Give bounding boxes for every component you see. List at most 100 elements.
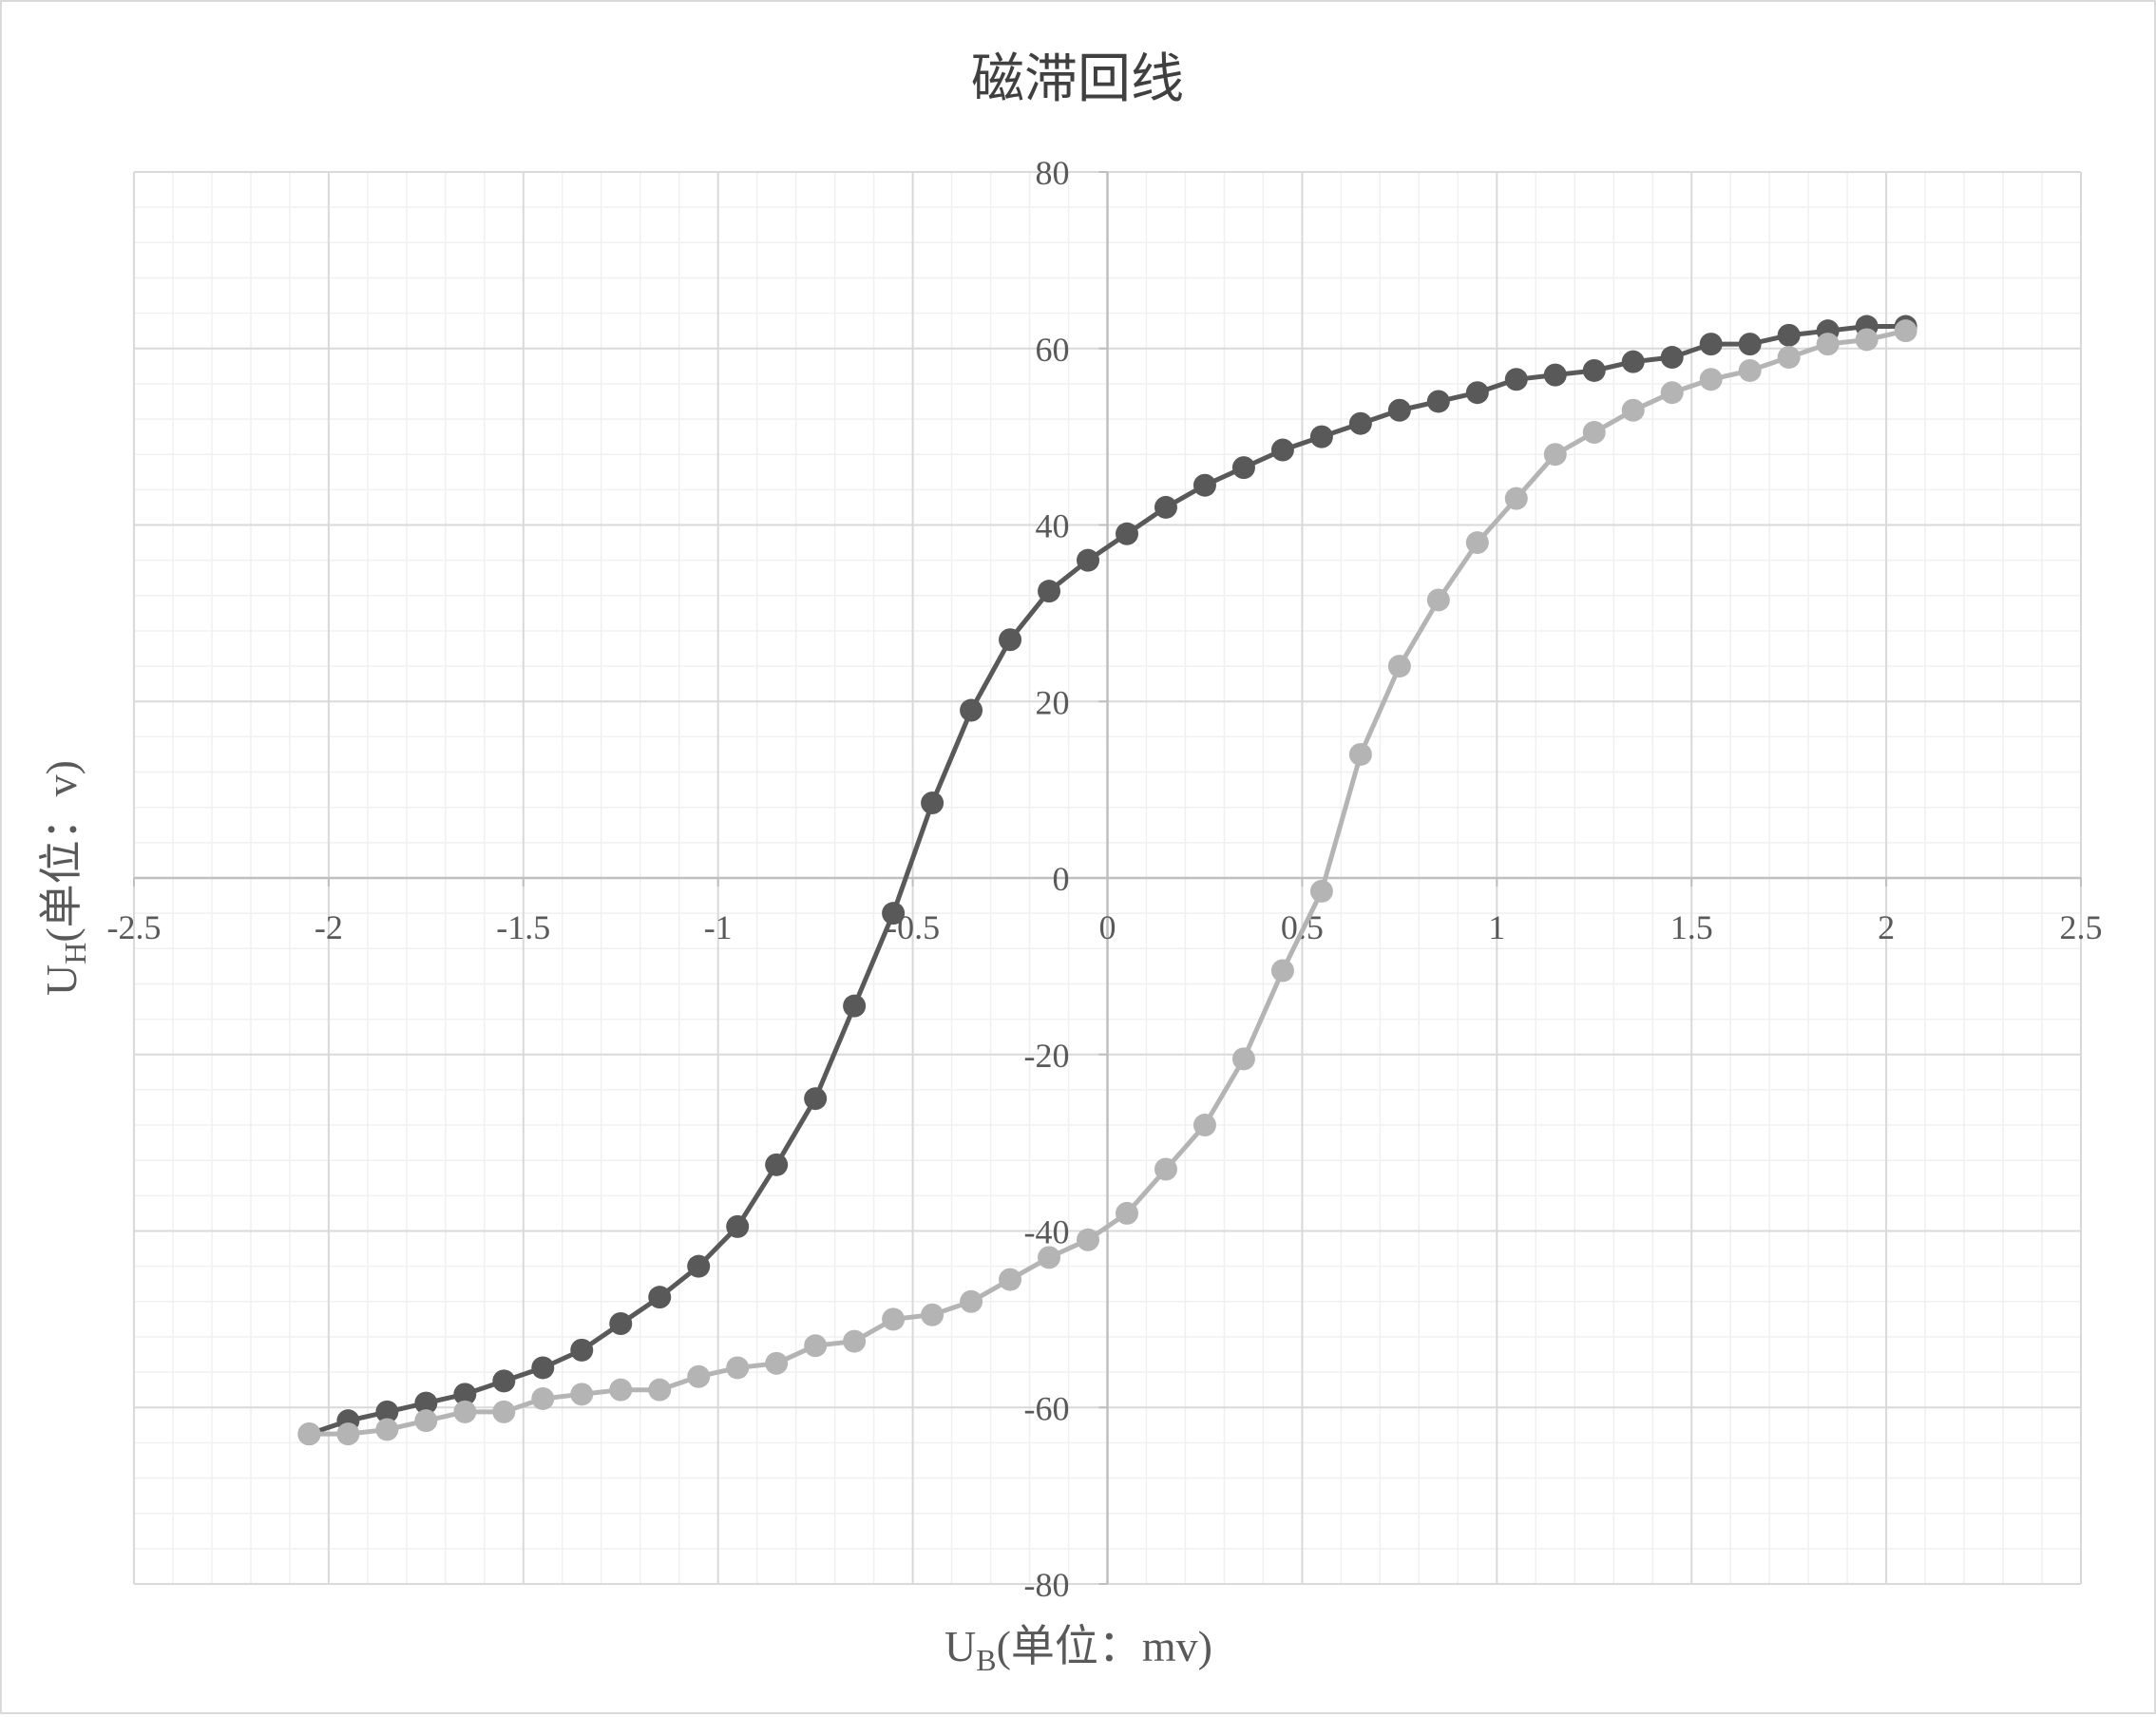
x-tick-label: 1.5	[1670, 908, 1713, 946]
series-2	[297, 319, 1918, 1446]
y-tick-label: 20	[1036, 683, 1070, 721]
data-point	[1660, 346, 1684, 370]
data-point	[1231, 456, 1255, 480]
data-point	[1504, 486, 1528, 510]
data-point	[1582, 420, 1606, 444]
data-point	[1426, 390, 1450, 413]
x-tick-label: -2.5	[107, 908, 162, 946]
data-point	[1115, 1201, 1138, 1225]
data-point	[1543, 443, 1567, 467]
data-point	[414, 1409, 438, 1433]
data-point	[1855, 328, 1879, 352]
data-point	[882, 902, 906, 925]
data-point	[1348, 742, 1372, 766]
data-point	[1038, 1246, 1061, 1269]
data-point	[804, 1087, 828, 1111]
axes	[133, 171, 2082, 1585]
data-point	[1154, 1157, 1177, 1181]
data-point	[1894, 319, 1918, 343]
data-point	[765, 1153, 789, 1176]
x-axis-title: UB(单位：mv)	[944, 1622, 1212, 1677]
data-point	[531, 1356, 555, 1380]
data-point	[1077, 1228, 1100, 1251]
data-point	[1387, 655, 1411, 678]
data-point	[687, 1254, 711, 1278]
data-point	[492, 1369, 516, 1393]
data-point	[453, 1383, 477, 1406]
data-point	[1231, 1047, 1255, 1071]
y-axis-title: UH(单位：v)	[37, 760, 92, 996]
series-layer	[297, 315, 1918, 1446]
x-tick-label: -2	[315, 908, 343, 946]
data-point	[1621, 398, 1645, 422]
data-point	[804, 1334, 828, 1358]
data-point	[453, 1400, 477, 1423]
data-point	[765, 1351, 789, 1375]
x-tick-label: 2.5	[2060, 908, 2103, 946]
data-point	[1426, 588, 1450, 612]
data-point	[1115, 522, 1138, 545]
data-point	[921, 792, 944, 815]
data-point	[1387, 398, 1411, 422]
data-point	[1192, 1114, 1216, 1137]
data-point	[414, 1391, 438, 1415]
series-1	[297, 315, 1918, 1446]
x-tick-label: -1	[704, 908, 733, 946]
data-point	[375, 1400, 399, 1423]
x-tick-label: 1	[1488, 908, 1505, 946]
data-point	[1621, 350, 1645, 373]
data-point	[1077, 548, 1100, 572]
y-tick-labels: -80 -60 -40 -20 0 20 40 60 80	[1024, 154, 1070, 1604]
y-tick-label: -20	[1024, 1037, 1070, 1075]
y-tick-label: -40	[1024, 1213, 1070, 1251]
data-point	[1777, 346, 1801, 370]
data-point	[375, 1418, 399, 1441]
x-tick-label: 0	[1099, 908, 1116, 946]
y-tick-label: -80	[1024, 1566, 1070, 1604]
data-point	[1699, 368, 1723, 391]
data-point	[843, 1329, 867, 1353]
data-point	[648, 1286, 672, 1309]
data-point	[1270, 438, 1294, 462]
data-point	[726, 1214, 750, 1238]
data-point	[1465, 381, 1489, 405]
data-point	[609, 1312, 633, 1336]
data-point	[570, 1338, 594, 1362]
data-point	[1699, 333, 1723, 356]
data-point	[1738, 358, 1762, 382]
chart-title: 磁滞回线	[971, 50, 1184, 109]
data-point	[960, 698, 983, 722]
x-tick-label: -1.5	[496, 908, 550, 946]
data-point	[609, 1378, 633, 1402]
y-tick-label: 60	[1036, 331, 1070, 369]
data-point	[1660, 381, 1684, 405]
data-point	[1582, 358, 1606, 382]
data-point	[492, 1400, 516, 1423]
data-point	[336, 1422, 360, 1446]
data-point	[999, 628, 1022, 652]
data-point	[1192, 473, 1216, 497]
data-point	[882, 1307, 906, 1331]
y-tick-label: -60	[1024, 1389, 1070, 1427]
data-point	[1348, 411, 1372, 435]
x-tick-labels: -2.5 -2 -1.5 -1 -0.5 0 0.5 1 1.5 2 2.5	[107, 908, 2103, 946]
y-tick-label: 80	[1036, 154, 1070, 192]
data-point	[1738, 333, 1762, 356]
data-point	[687, 1364, 711, 1388]
data-point	[726, 1356, 750, 1380]
data-point	[1816, 333, 1840, 356]
data-point	[1270, 959, 1294, 983]
data-point	[570, 1383, 594, 1406]
y-tick-label: 0	[1053, 860, 1070, 898]
data-point	[1309, 425, 1333, 448]
data-point	[921, 1303, 944, 1326]
x-tick-label: 2	[1878, 908, 1895, 946]
data-point	[1038, 580, 1061, 603]
data-point	[960, 1289, 983, 1313]
data-point	[1154, 495, 1177, 519]
data-point	[1543, 363, 1567, 387]
y-tick-label: 40	[1036, 507, 1070, 545]
data-point	[999, 1268, 1022, 1291]
data-point	[1777, 323, 1801, 347]
